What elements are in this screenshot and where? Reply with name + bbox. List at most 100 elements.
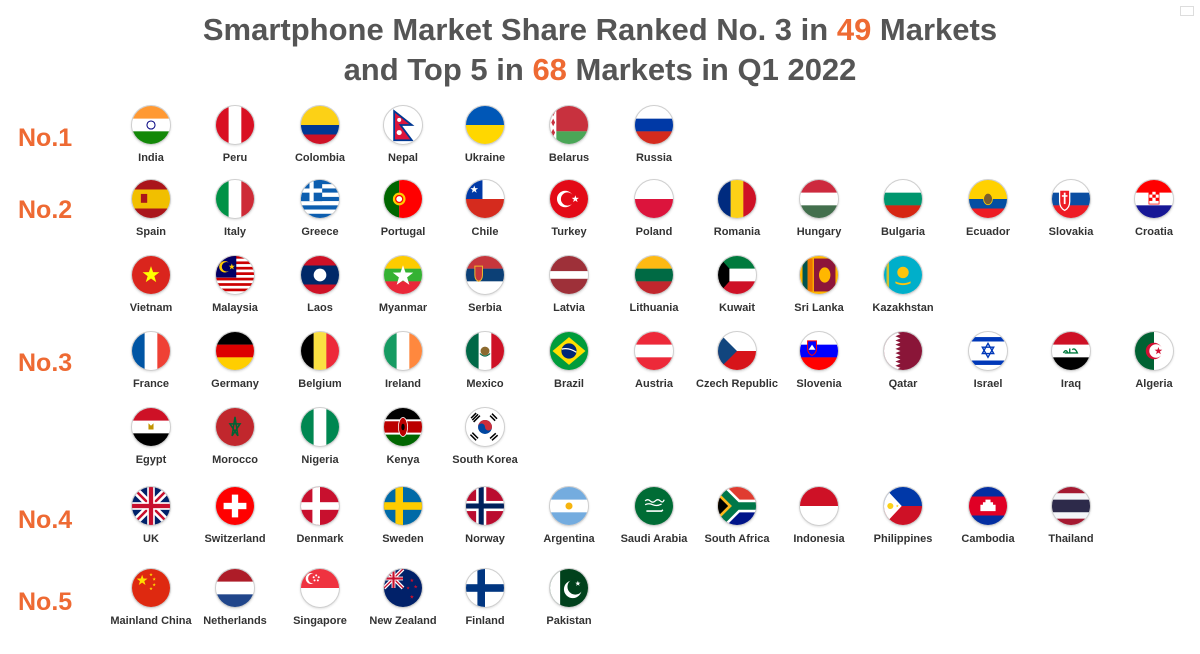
country-item-kuwait: Kuwait (682, 255, 792, 315)
country-name: Cambodia (961, 533, 1015, 545)
title-highlight-number: 68 (532, 52, 567, 87)
country-name: Saudi Arabia (620, 533, 688, 545)
country-item-myanmar: Myanmar (348, 255, 458, 315)
country-name: Romania (713, 226, 761, 238)
country-name: Sweden (382, 533, 424, 545)
flag-india-icon (131, 105, 171, 145)
country-item-russia: Russia (599, 105, 709, 165)
country-name: Hungary (796, 226, 842, 238)
country-item-bulgaria: Bulgaria (848, 179, 958, 239)
country-name: Switzerland (204, 533, 266, 545)
country-name: Ireland (384, 378, 422, 390)
flag-vietnam-icon (131, 255, 171, 295)
flag-mainland-china-icon (131, 568, 171, 608)
country-name: Italy (223, 226, 246, 238)
flag-croatia-icon (1134, 179, 1174, 219)
title-text: Smartphone Market Share Ranked No. 3 in (202, 12, 837, 47)
country-item-sri-lanka: Sri Lanka (764, 255, 874, 315)
country-item-sweden: Sweden (348, 486, 458, 546)
country-item-algeria: Algeria (1099, 331, 1200, 391)
country-item-new-zealand: New Zealand (348, 568, 458, 628)
country-name: Mexico (466, 378, 504, 390)
country-item-iraq: Iraq (1016, 331, 1126, 391)
flag-colombia-icon (300, 105, 340, 145)
title-text: Markets (871, 12, 998, 47)
country-item-singapore: Singapore (265, 568, 375, 628)
flag-denmark-icon (300, 486, 340, 526)
title-text: Markets in Q1 2022 (566, 52, 857, 87)
title-highlight-number: 49 (836, 12, 872, 47)
flag-slovenia-icon (799, 331, 839, 371)
country-item-romania: Romania (682, 179, 792, 239)
country-item-germany: Germany (180, 331, 290, 391)
country-name: Ecuador (965, 226, 1010, 238)
flag-netherlands-icon (215, 568, 255, 608)
flag-mexico-icon (465, 331, 505, 371)
country-item-qatar: Qatar (848, 331, 958, 391)
country-name: Kenya (386, 454, 420, 466)
country-item-belgium: Belgium (265, 331, 375, 391)
flag-south-korea-icon (465, 407, 505, 447)
country-item-south-korea: South Korea (430, 407, 540, 467)
country-item-spain: Spain (96, 179, 206, 239)
country-name: Belarus (548, 152, 590, 164)
flag-thailand-icon (1051, 486, 1091, 526)
flag-qatar-icon (883, 331, 923, 371)
country-item-slovakia: Slovakia (1016, 179, 1126, 239)
rank-label-no4: No.4 (18, 506, 73, 534)
country-name: Belgium (298, 378, 342, 390)
country-name: Finland (465, 615, 505, 627)
country-name: India (138, 152, 164, 164)
country-item-norway: Norway (430, 486, 540, 546)
country-item-slovenia: Slovenia (764, 331, 874, 391)
country-name: South Korea (452, 454, 518, 466)
country-name: Malaysia (212, 302, 258, 314)
flag-spain-icon (131, 179, 171, 219)
country-item-czech-republic: Czech Republic (682, 331, 792, 391)
rank-label-no5: No.5 (18, 588, 73, 616)
country-name: Sri Lanka (794, 302, 844, 314)
country-name: Greece (301, 226, 339, 238)
country-name: Vietnam (129, 302, 173, 314)
flag-uk-icon (131, 486, 171, 526)
country-name: Portugal (380, 226, 426, 238)
flag-slovakia-icon (1051, 179, 1091, 219)
flag-russia-icon (634, 105, 674, 145)
country-item-israel: Israel (933, 331, 1043, 391)
flag-hungary-icon (799, 179, 839, 219)
country-item-uk: UK (96, 486, 206, 546)
country-item-austria: Austria (599, 331, 709, 391)
flag-argentina-icon (549, 486, 589, 526)
country-item-latvia: Latvia (514, 255, 624, 315)
country-name: Morocco (212, 454, 258, 466)
country-name: Kazakhstan (872, 302, 934, 314)
flag-poland-icon (634, 179, 674, 219)
country-name: Nigeria (301, 454, 339, 466)
flag-romania-icon (717, 179, 757, 219)
country-name: Colombia (294, 152, 346, 164)
country-item-nigeria: Nigeria (265, 407, 375, 467)
flag-turkey-icon (549, 179, 589, 219)
flag-sweden-icon (383, 486, 423, 526)
title-line-2: and Top 5 in 68 Markets in Q1 2022 (0, 50, 1200, 90)
country-name: Norway (465, 533, 505, 545)
rank-label-no1: No.1 (18, 124, 73, 152)
country-name: Spain (136, 226, 166, 238)
country-item-thailand: Thailand (1016, 486, 1126, 546)
country-item-malaysia: Malaysia (180, 255, 290, 315)
country-name: Ukraine (464, 152, 506, 164)
flag-france-icon (131, 331, 171, 371)
rank-label-no3: No.3 (18, 349, 73, 377)
flag-egypt-icon (131, 407, 171, 447)
country-name: Algeria (1135, 378, 1173, 390)
flag-germany-icon (215, 331, 255, 371)
country-item-turkey: Turkey (514, 179, 624, 239)
country-item-croatia: Croatia (1099, 179, 1200, 239)
country-name: France (132, 378, 170, 390)
flag-south-africa-icon (717, 486, 757, 526)
country-item-greece: Greece (265, 179, 375, 239)
country-name: Philippines (873, 533, 933, 545)
flag-nigeria-icon (300, 407, 340, 447)
flag-lithuania-icon (634, 255, 674, 295)
page-title: Smartphone Market Share Ranked No. 3 in … (0, 10, 1200, 90)
